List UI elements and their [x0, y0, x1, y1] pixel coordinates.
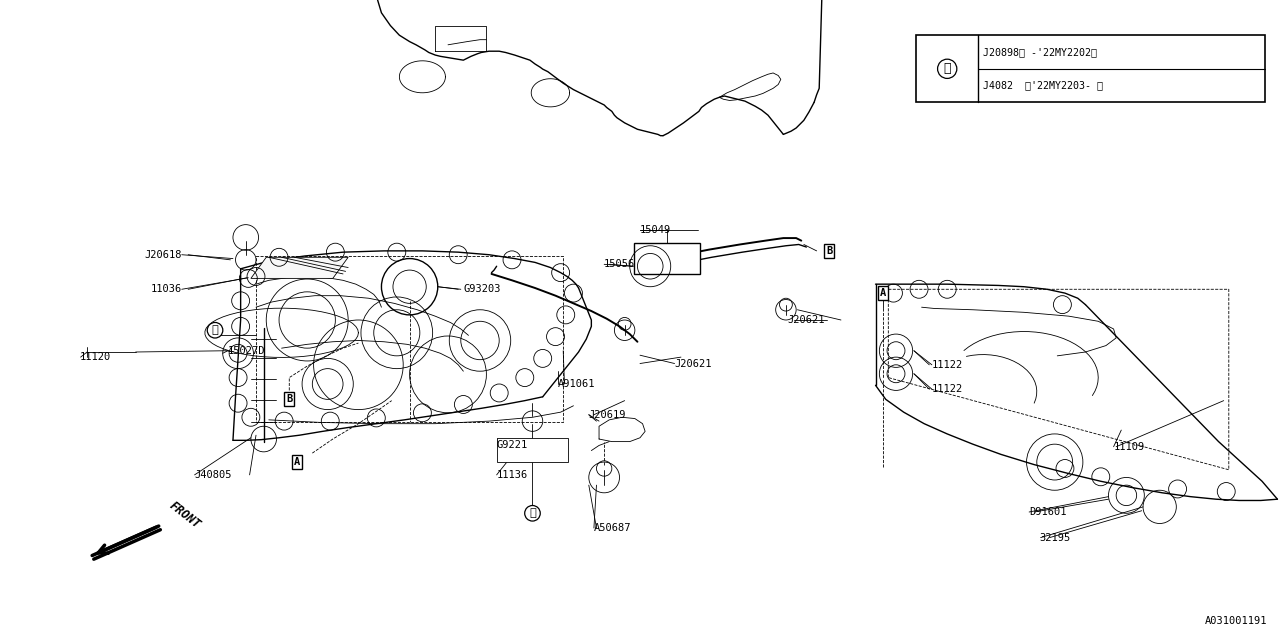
Bar: [916, 35, 1265, 102]
Text: B: B: [287, 394, 292, 404]
Text: ①: ①: [943, 62, 951, 76]
Text: 15027D: 15027D: [228, 346, 265, 356]
Text: 15056: 15056: [604, 259, 635, 269]
Text: 11122: 11122: [932, 384, 963, 394]
Text: 11136: 11136: [497, 470, 527, 480]
Polygon shape: [251, 257, 348, 278]
Text: B: B: [827, 246, 832, 256]
Text: J4082  （'22MY2203- ）: J4082 （'22MY2203- ）: [983, 81, 1103, 91]
Text: 11120: 11120: [79, 352, 110, 362]
Text: J20898（ -'22MY2202）: J20898（ -'22MY2202）: [983, 47, 1097, 57]
Text: 15049: 15049: [640, 225, 671, 236]
Text: A50687: A50687: [594, 523, 631, 533]
Text: A: A: [294, 457, 300, 467]
Text: G93203: G93203: [463, 284, 500, 294]
Text: 11122: 11122: [932, 360, 963, 370]
Text: FRONT: FRONT: [166, 499, 202, 531]
Text: A91061: A91061: [558, 379, 595, 389]
Text: 11036: 11036: [151, 284, 182, 294]
Text: J20619: J20619: [589, 410, 626, 420]
Text: G9221: G9221: [497, 440, 527, 450]
Text: 32195: 32195: [1039, 532, 1070, 543]
Bar: [634, 243, 700, 274]
Text: J20618: J20618: [145, 250, 182, 260]
Text: ①: ①: [211, 325, 219, 335]
Text: J40805: J40805: [195, 470, 232, 480]
Text: ①: ①: [529, 508, 536, 518]
Text: A: A: [881, 288, 886, 298]
Text: J20621: J20621: [675, 358, 712, 369]
Text: 11109: 11109: [1114, 442, 1144, 452]
Text: A031001191: A031001191: [1204, 616, 1267, 626]
Bar: [497, 438, 568, 462]
Text: J20621: J20621: [787, 315, 824, 325]
Text: D91601: D91601: [1029, 507, 1066, 517]
